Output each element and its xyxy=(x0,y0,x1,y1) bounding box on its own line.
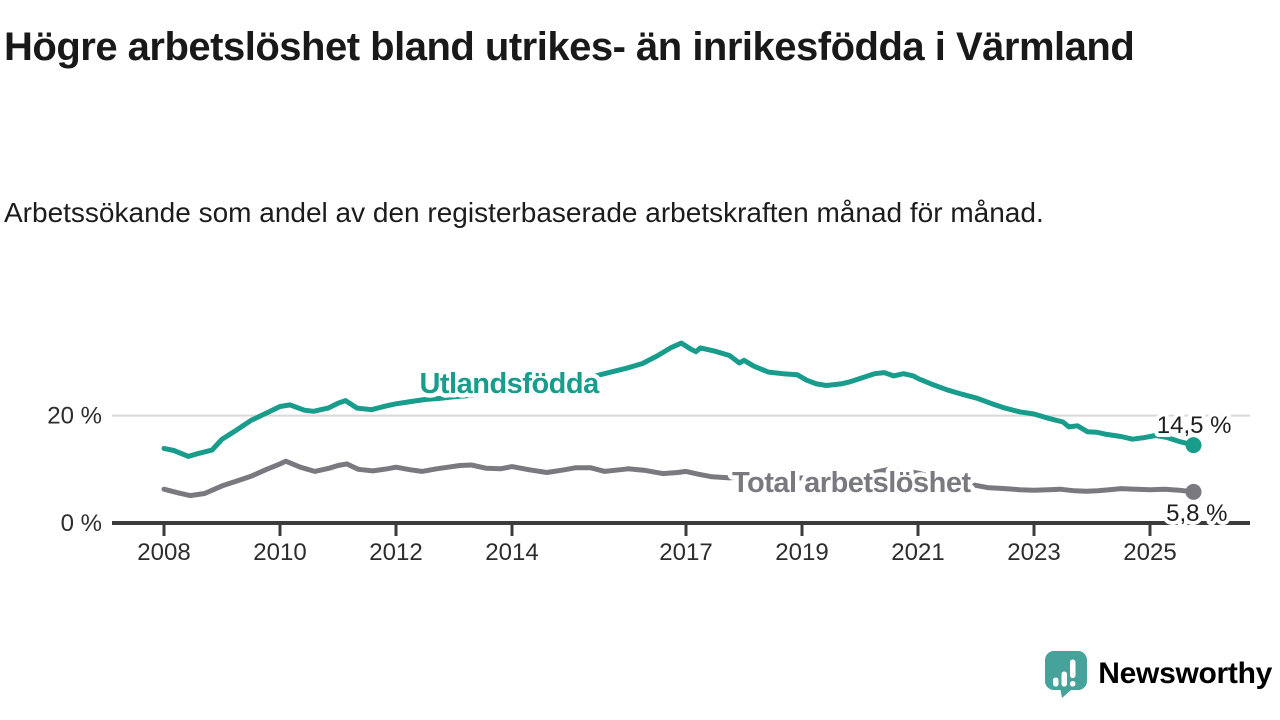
x-tick-label: 2012 xyxy=(369,539,422,566)
x-tick-label: 2025 xyxy=(1123,539,1176,566)
newsworthy-logo-icon xyxy=(1045,651,1088,698)
series-end-value-1: 5,8 % xyxy=(1166,500,1227,527)
series-end-value-0: 14,5 % xyxy=(1157,412,1232,439)
newsworthy-logo: Newsworthy xyxy=(1043,650,1272,698)
newsworthy-logo-text: Newsworthy xyxy=(1098,657,1272,690)
page-title: Högre arbetslöshet bland utrikes- än inr… xyxy=(4,25,1135,69)
y-tick-label: 0 % xyxy=(61,510,102,537)
y-tick-label: 20 % xyxy=(47,403,102,430)
series-label-1: Total arbetslöshet xyxy=(732,467,971,499)
x-tick-label: 2017 xyxy=(659,539,712,566)
x-tick-label: 2008 xyxy=(137,539,190,566)
series-label-0: Utlandsfödda xyxy=(419,368,600,400)
series-line-1 xyxy=(161,458,1196,499)
series-line-0 xyxy=(161,340,1196,459)
chart-canvas: 0 % 20 % 2008 2010 2012 2014 2017 2019 2021 2023 2… xyxy=(47,340,1250,566)
x-tick-label: 2010 xyxy=(253,539,306,566)
series-end-dot-1 xyxy=(1185,483,1202,500)
x-tick-label: 2021 xyxy=(891,539,944,566)
series-end-dot-0 xyxy=(1185,437,1202,454)
x-tick-label: 2014 xyxy=(485,539,538,566)
unemployment-line-chart: 0 % 20 % 2008 2010 2012 2014 2017 2019 2021 2023 2… xyxy=(0,320,1280,576)
page-subtitle: Arbetssökande som andel av den registerb… xyxy=(4,197,1044,228)
x-tick-label: 2019 xyxy=(775,539,828,566)
x-tick-label: 2023 xyxy=(1007,539,1060,566)
